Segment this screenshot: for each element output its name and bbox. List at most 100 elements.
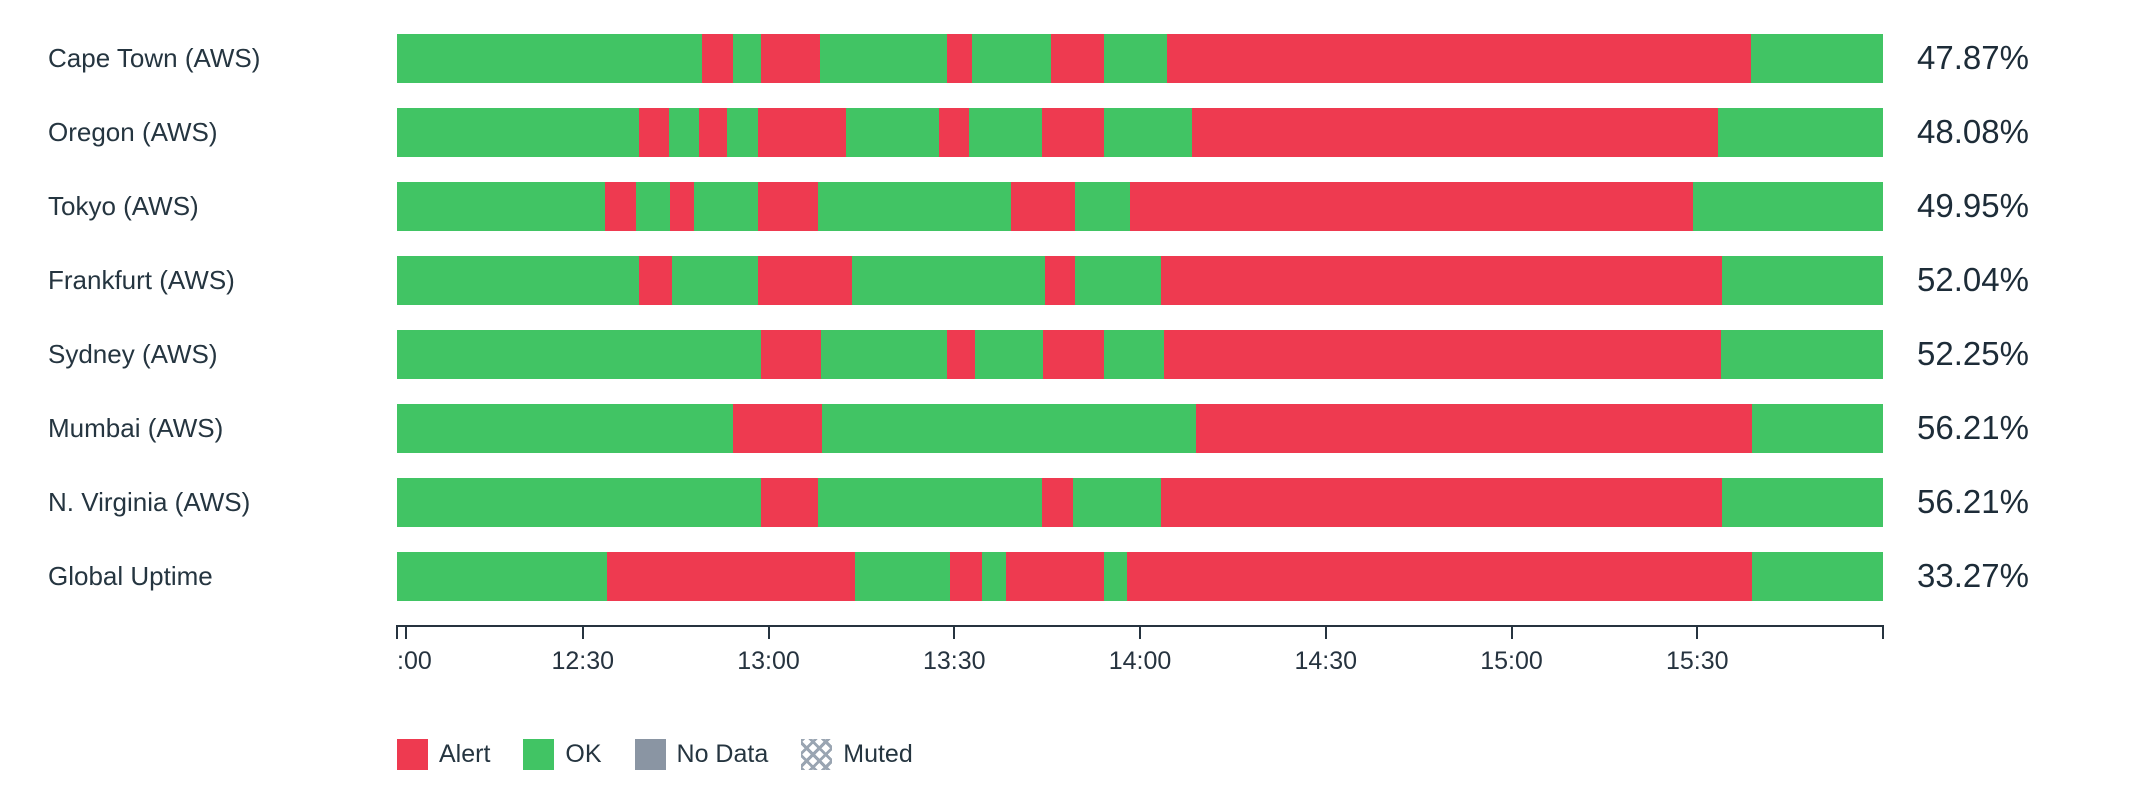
status-segment-ok[interactable] [694,181,759,231]
status-segment-ok[interactable] [1104,551,1127,601]
status-segment-ok[interactable] [732,33,762,83]
status-segment-ok[interactable] [817,181,1011,231]
status-segment-ok[interactable] [1717,107,1883,157]
status-segment-ok[interactable] [726,107,759,157]
status-segment-alert[interactable] [1196,403,1753,453]
status-segment-ok[interactable] [975,329,1044,379]
status-segment-ok[interactable] [851,255,1045,305]
status-segment-alert[interactable] [639,107,669,157]
row-label: N. Virginia (AWS) [48,486,251,517]
axis-tick [1139,625,1141,639]
uptime-percentage: 52.25% [1917,335,2029,372]
status-segment-ok[interactable] [817,477,1042,527]
status-segment-ok[interactable] [397,181,606,231]
status-row: Sydney (AWS) 52.25% [0,317,2134,391]
status-segment-ok[interactable] [1752,403,1883,453]
status-row: Frankfurt (AWS) 52.04% [0,243,2134,317]
status-segment-alert[interactable] [1050,33,1105,83]
status-segment-ok[interactable] [969,107,1042,157]
status-segment-ok[interactable] [1692,181,1883,231]
status-bar[interactable] [397,403,1883,453]
status-segment-ok[interactable] [854,551,950,601]
status-segment-ok[interactable] [1750,33,1883,83]
status-bar[interactable] [397,477,1883,527]
status-segment-alert[interactable] [1163,329,1721,379]
status-segment-ok[interactable] [1104,329,1164,379]
row-label: Mumbai (AWS) [48,412,224,443]
status-bar[interactable] [397,551,1883,601]
status-segment-alert[interactable] [701,33,733,83]
status-segment-ok[interactable] [1752,551,1883,601]
status-segment-ok[interactable] [636,181,671,231]
status-segment-ok[interactable] [397,107,640,157]
status-segment-alert[interactable] [1010,181,1075,231]
status-segment-ok[interactable] [397,329,762,379]
status-bar[interactable] [397,33,1883,83]
status-segment-ok[interactable] [671,255,759,305]
status-bar[interactable] [397,329,1883,379]
status-segment-ok[interactable] [1722,477,1883,527]
status-segment-alert[interactable] [670,181,695,231]
status-segment-alert[interactable] [1041,477,1074,527]
status-bar[interactable] [397,107,1883,157]
status-segment-alert[interactable] [761,33,821,83]
status-segment-ok[interactable] [397,551,607,601]
status-segment-alert[interactable] [1041,107,1105,157]
status-segment-alert[interactable] [1043,329,1105,379]
status-segment-ok[interactable] [1104,107,1192,157]
status-segment-alert[interactable] [1166,33,1751,83]
status-segment-alert[interactable] [758,181,818,231]
status-segment-alert[interactable] [946,329,976,379]
status-segment-ok[interactable] [397,403,733,453]
legend-item-no_data: No Data [634,739,769,770]
legend-item-alert: Alert [397,739,490,770]
status-segment-ok[interactable] [397,33,702,83]
status-segment-alert[interactable] [761,477,818,527]
status-segment-ok[interactable] [1104,33,1167,83]
legend: Alert OK No Data Muted [397,739,2134,770]
status-bar[interactable] [397,181,1883,231]
status-segment-alert[interactable] [1006,551,1105,601]
axis-tick [1696,625,1699,639]
status-segment-ok[interactable] [1074,181,1130,231]
status-segment-alert[interactable] [1126,551,1753,601]
status-segment-alert[interactable] [606,551,855,601]
status-segment-ok[interactable] [820,329,947,379]
status-segment-alert[interactable] [1129,181,1693,231]
status-segment-alert[interactable] [1160,477,1723,527]
status-segment-alert[interactable] [605,181,637,231]
status-segment-ok[interactable] [1074,255,1161,305]
status-segment-ok[interactable] [1720,329,1883,379]
legend-label: No Data [676,740,769,768]
status-segment-ok[interactable] [821,403,1197,453]
legend-label: Alert [439,740,491,768]
status-segment-alert[interactable] [939,107,970,157]
status-segment-ok[interactable] [668,107,699,157]
axis-tick-label: 14:00 [1108,647,1172,675]
uptime-percentage: 52.04% [1917,261,2029,298]
status-segment-ok[interactable] [1073,477,1161,527]
status-segment-alert[interactable] [1191,107,1718,157]
status-segment-alert[interactable] [949,551,983,601]
status-segment-alert[interactable] [732,403,822,453]
status-segment-alert[interactable] [758,107,846,157]
status-segment-ok[interactable] [845,107,940,157]
axis-tick [581,625,584,639]
status-segment-alert[interactable] [758,255,852,305]
status-segment-ok[interactable] [1722,255,1883,305]
status-segment-alert[interactable] [698,107,727,157]
status-segment-alert[interactable] [946,33,973,83]
status-segment-alert[interactable] [1044,255,1075,305]
axis-tick [1882,625,1884,639]
status-segment-ok[interactable] [982,551,1007,601]
status-segment-ok[interactable] [397,255,640,305]
status-segment-alert[interactable] [1160,255,1723,305]
uptime-percentage: 33.27% [1917,557,2029,594]
status-segment-ok[interactable] [820,33,947,83]
status-segment-alert[interactable] [761,329,821,379]
status-segment-ok[interactable] [397,477,762,527]
status-segment-ok[interactable] [972,33,1051,83]
status-segment-alert[interactable] [639,255,672,305]
legend-swatch-muted [801,739,833,770]
status-bar[interactable] [397,255,1883,305]
